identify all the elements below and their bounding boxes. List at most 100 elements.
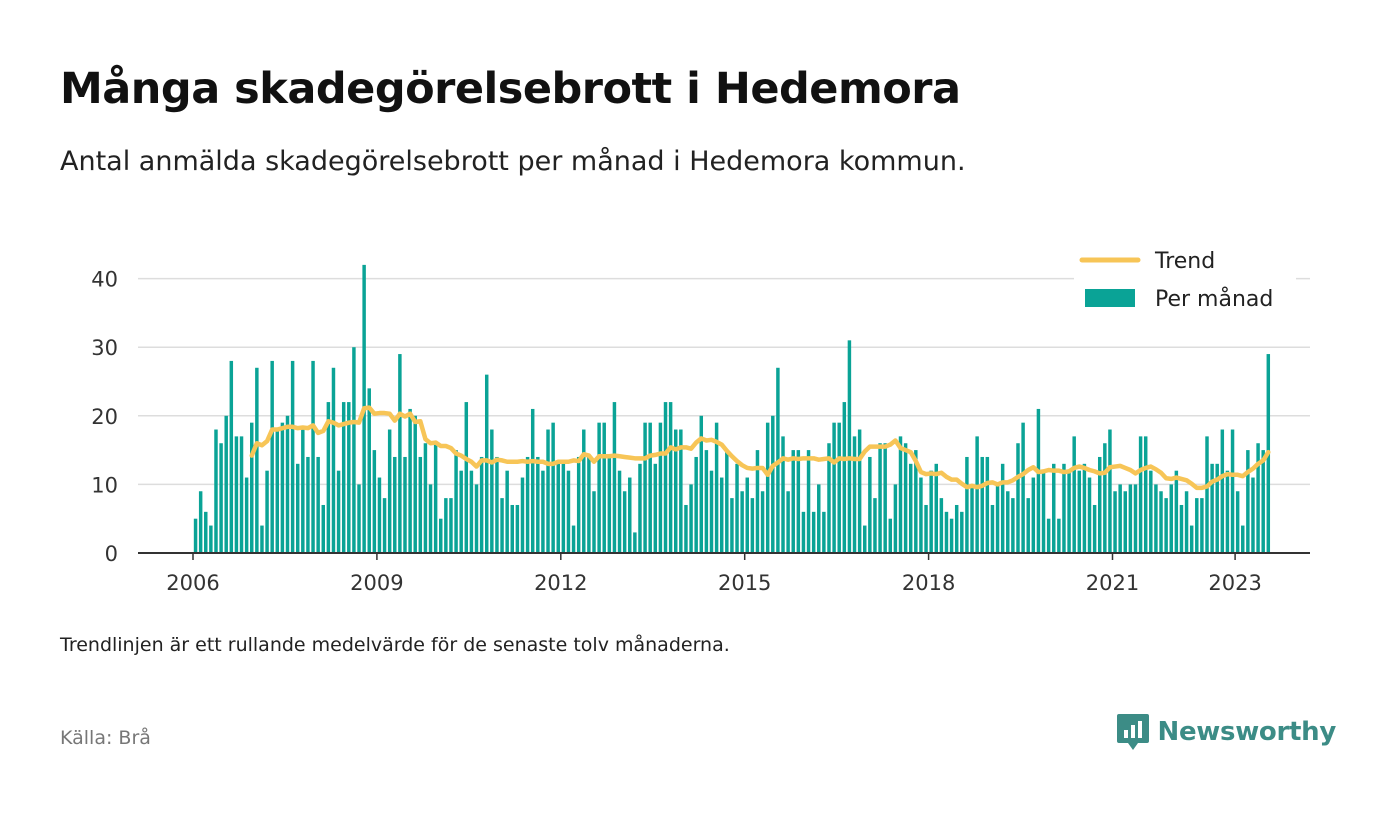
bar xyxy=(270,360,274,553)
trend-series xyxy=(249,405,1271,491)
chart-subtitle: Antal anmälda skadegörelsebrott per måna… xyxy=(60,146,966,177)
bar xyxy=(1241,525,1245,553)
bar xyxy=(857,429,862,553)
bar xyxy=(423,443,428,553)
bar xyxy=(1103,443,1107,553)
bar xyxy=(428,484,433,553)
bar xyxy=(1108,429,1112,553)
bar xyxy=(1021,422,1025,553)
bar xyxy=(730,498,734,553)
chart-note: Trendlinjen är ett rullande medelvärde f… xyxy=(60,634,730,656)
bar xyxy=(1057,518,1061,553)
bar xyxy=(914,450,918,553)
bar xyxy=(372,450,377,553)
bar xyxy=(449,498,453,553)
bar xyxy=(1246,450,1250,553)
bar xyxy=(1006,491,1010,553)
bar xyxy=(301,429,305,553)
bar xyxy=(1123,491,1127,553)
bar-series xyxy=(193,264,1271,553)
x-tick-label: 2015 xyxy=(718,571,771,595)
bar xyxy=(822,511,826,553)
bar xyxy=(495,456,499,553)
bar xyxy=(1195,498,1199,553)
bar xyxy=(653,463,658,553)
bar xyxy=(536,456,540,553)
bar xyxy=(418,456,423,553)
bar xyxy=(515,504,520,553)
bar xyxy=(934,463,938,553)
bar xyxy=(280,422,285,553)
y-tick-label: 0 xyxy=(105,542,118,566)
bar xyxy=(674,429,678,553)
bar xyxy=(1041,470,1046,553)
bar xyxy=(229,360,234,553)
bar xyxy=(1189,525,1194,553)
bar xyxy=(510,504,514,553)
bar xyxy=(321,504,325,553)
bar xyxy=(275,429,280,553)
x-tick-label: 2006 xyxy=(166,571,219,595)
bar xyxy=(1031,477,1036,553)
bar xyxy=(260,525,264,553)
bar xyxy=(628,477,632,553)
bar xyxy=(234,436,239,553)
bar xyxy=(602,422,606,553)
newsworthy-logo: Newsworthy xyxy=(1116,712,1336,752)
bar xyxy=(735,463,739,553)
bar xyxy=(556,463,560,553)
legend-bars-swatch xyxy=(1085,289,1135,307)
bar xyxy=(617,470,622,553)
bar xyxy=(459,470,463,553)
bar xyxy=(198,491,203,553)
bar xyxy=(760,491,765,553)
bar xyxy=(265,470,269,553)
bar xyxy=(439,518,443,553)
bar xyxy=(214,429,218,553)
bar xyxy=(367,388,371,553)
bar xyxy=(1159,491,1163,553)
bar xyxy=(1052,463,1056,553)
y-tick-label: 40 xyxy=(91,268,118,292)
bar xyxy=(520,477,525,553)
bar xyxy=(1026,498,1030,553)
bar xyxy=(1011,498,1015,553)
bar xyxy=(290,360,295,553)
bar xyxy=(985,456,990,553)
bar xyxy=(663,402,668,553)
bar xyxy=(1149,470,1153,553)
bar xyxy=(847,340,852,553)
bar xyxy=(1251,477,1255,553)
bar xyxy=(929,470,933,553)
bar xyxy=(561,463,566,553)
bar xyxy=(474,484,479,553)
bar xyxy=(1000,463,1005,553)
bar xyxy=(377,477,382,553)
bar xyxy=(1179,504,1184,553)
x-tick-label: 2009 xyxy=(350,571,403,595)
bar xyxy=(786,491,790,553)
bar xyxy=(638,463,642,553)
bar xyxy=(592,491,596,553)
bar xyxy=(1235,491,1240,553)
bar xyxy=(832,422,836,553)
bar xyxy=(566,470,571,553)
x-tick-label: 2023 xyxy=(1208,571,1261,595)
bar xyxy=(336,470,341,553)
bar xyxy=(587,456,591,553)
bar xyxy=(791,450,795,553)
bar xyxy=(668,402,673,553)
x-tick-label: 2018 xyxy=(902,571,955,595)
bar xyxy=(888,518,893,553)
bar xyxy=(1046,518,1051,553)
bar xyxy=(357,484,361,553)
bar xyxy=(893,484,898,553)
bar xyxy=(1261,450,1265,553)
bar xyxy=(1128,484,1133,553)
bar xyxy=(1016,443,1020,553)
bar xyxy=(311,360,315,553)
legend: Trend Per månad xyxy=(1074,243,1296,327)
bar xyxy=(551,422,555,553)
x-tick-label: 2021 xyxy=(1086,571,1139,595)
bar xyxy=(898,436,903,553)
